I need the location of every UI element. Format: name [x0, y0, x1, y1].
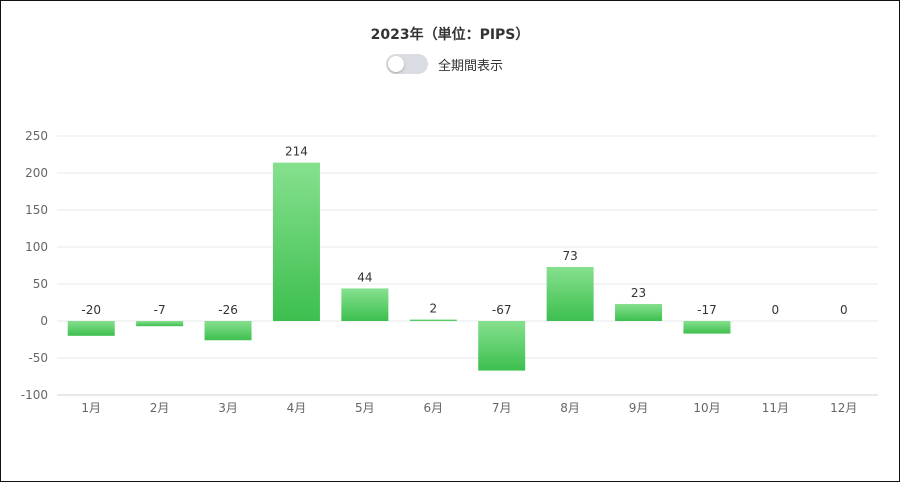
data-label: 0 — [772, 303, 780, 317]
data-label: 44 — [357, 270, 372, 284]
data-label: -26 — [218, 303, 238, 317]
bar-9月[interactable] — [615, 303, 663, 321]
x-tick-label: 8月 — [560, 401, 580, 415]
bar-10月[interactable] — [683, 321, 731, 334]
bar-8月[interactable] — [546, 266, 594, 321]
bar-2月[interactable] — [136, 321, 184, 327]
x-tick-label: 11月 — [762, 401, 789, 415]
x-tick-label: 4月 — [287, 401, 307, 415]
data-label: -17 — [697, 303, 717, 317]
chart-title: 2023年（単位：PIPS） — [370, 27, 530, 43]
show-all-period-toggle-row[interactable]: 全期間表示 — [386, 53, 503, 75]
bar-3月[interactable] — [204, 321, 252, 341]
x-tick-label: 12月 — [830, 401, 857, 415]
x-tick-label: 1月 — [81, 401, 101, 415]
show-all-period-toggle[interactable] — [386, 54, 428, 74]
y-tick-label: -50 — [28, 351, 48, 365]
x-tick-label: 9月 — [629, 401, 649, 415]
y-tick-label: -100 — [21, 388, 48, 402]
x-tick-label: 2月 — [150, 401, 170, 415]
x-tick-label: 5月 — [355, 401, 375, 415]
bar-1月[interactable] — [67, 321, 115, 336]
x-tick-label: 6月 — [423, 401, 443, 415]
data-label: 214 — [285, 145, 308, 159]
toggle-knob — [388, 56, 404, 72]
data-label: 0 — [840, 303, 848, 317]
bar-7月[interactable] — [478, 321, 526, 371]
x-tick-label: 3月 — [218, 401, 238, 415]
y-tick-label: 250 — [25, 129, 48, 143]
x-tick-label: 7月 — [492, 401, 512, 415]
data-label: -67 — [492, 303, 512, 317]
data-label: 73 — [562, 249, 577, 263]
bar-4月[interactable] — [272, 162, 320, 321]
y-tick-label: 50 — [33, 277, 48, 291]
data-label: 23 — [631, 286, 646, 300]
bar-6月[interactable] — [409, 319, 457, 321]
bar-5月[interactable] — [341, 288, 389, 321]
data-label: 2 — [429, 302, 437, 316]
y-tick-label: 0 — [40, 314, 48, 328]
y-tick-label: 100 — [25, 240, 48, 254]
y-tick-label: 150 — [25, 203, 48, 217]
y-tick-label: 200 — [25, 166, 48, 180]
data-label: -7 — [154, 303, 166, 317]
x-tick-label: 10月 — [693, 401, 720, 415]
show-all-period-label: 全期間表示 — [438, 58, 504, 74]
data-label: -20 — [81, 303, 101, 317]
